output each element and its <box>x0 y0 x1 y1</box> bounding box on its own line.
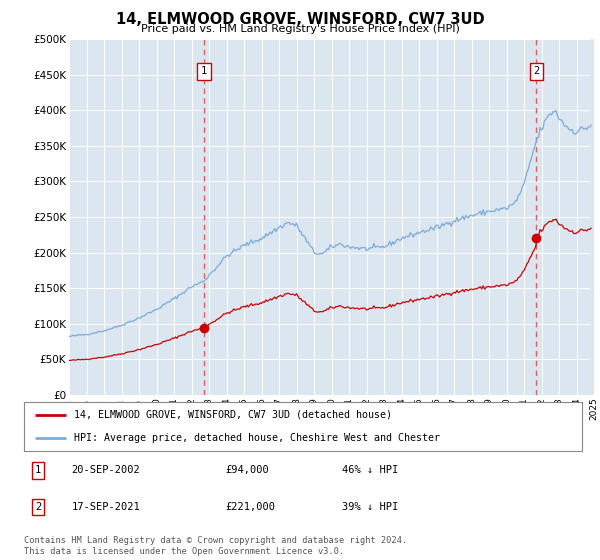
Text: 39% ↓ HPI: 39% ↓ HPI <box>342 502 398 512</box>
Text: Contains HM Land Registry data © Crown copyright and database right 2024.
This d: Contains HM Land Registry data © Crown c… <box>24 536 407 556</box>
Text: £221,000: £221,000 <box>225 502 275 512</box>
Text: £94,000: £94,000 <box>225 465 269 475</box>
Text: 2: 2 <box>533 66 539 76</box>
Text: 14, ELMWOOD GROVE, WINSFORD, CW7 3UD (detached house): 14, ELMWOOD GROVE, WINSFORD, CW7 3UD (de… <box>74 410 392 420</box>
Text: Price paid vs. HM Land Registry's House Price Index (HPI): Price paid vs. HM Land Registry's House … <box>140 24 460 34</box>
Text: 2: 2 <box>35 502 41 512</box>
Text: 1: 1 <box>35 465 41 475</box>
Bar <box>590 39 594 395</box>
Text: 1: 1 <box>201 66 207 76</box>
Text: 14, ELMWOOD GROVE, WINSFORD, CW7 3UD: 14, ELMWOOD GROVE, WINSFORD, CW7 3UD <box>116 12 484 27</box>
Text: 17-SEP-2021: 17-SEP-2021 <box>71 502 140 512</box>
Text: 46% ↓ HPI: 46% ↓ HPI <box>342 465 398 475</box>
Text: 20-SEP-2002: 20-SEP-2002 <box>71 465 140 475</box>
Text: HPI: Average price, detached house, Cheshire West and Chester: HPI: Average price, detached house, Ches… <box>74 433 440 444</box>
